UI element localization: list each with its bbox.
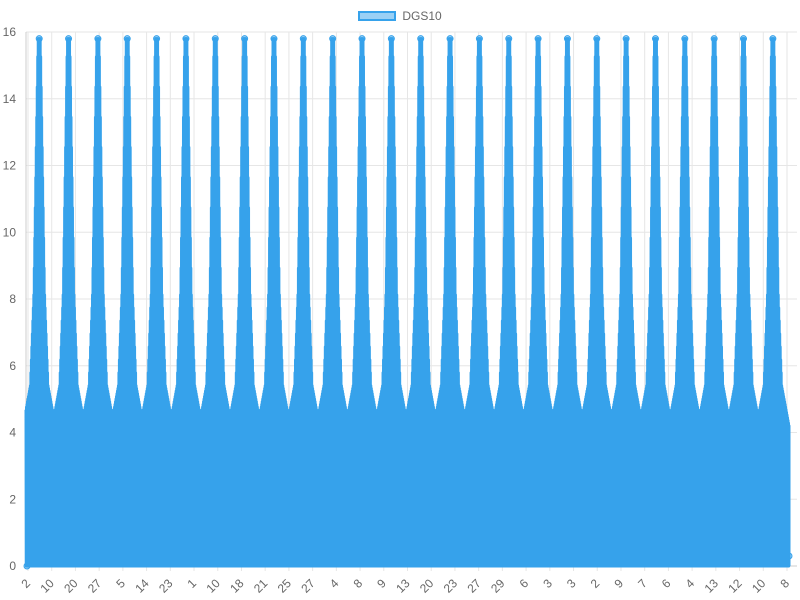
- data-point-peak-18: [563, 35, 571, 43]
- x-tick-label-3: 27: [85, 576, 105, 596]
- data-point-peak-1: [65, 35, 73, 43]
- x-tick-label-23: 3: [564, 576, 579, 591]
- legend-swatch-dgs10: [358, 11, 397, 21]
- data-point-peak-6: [211, 35, 219, 43]
- x-tick-label-2: 20: [61, 576, 81, 596]
- x-tick-label-15: 9: [374, 576, 389, 591]
- x-tick-label-18: 23: [441, 576, 461, 596]
- data-point-peak-12: [387, 35, 395, 43]
- data-point-peak-21: [651, 35, 659, 43]
- y-tick-label-12: 12: [3, 159, 17, 173]
- x-tick-label-12: 27: [298, 576, 318, 596]
- data-point-peak-15: [475, 35, 483, 43]
- x-tick-label-0: 2: [18, 576, 33, 591]
- x-tick-label-31: 10: [749, 576, 769, 596]
- data-point-peak-10: [329, 35, 337, 43]
- y-tick-label-10: 10: [3, 225, 17, 239]
- y-tick-label-2: 2: [9, 492, 16, 506]
- data-point-peak-0: [35, 35, 43, 43]
- x-tick-label-8: 10: [204, 576, 224, 596]
- x-tick-label-30: 12: [725, 576, 745, 596]
- data-point-peak-14: [446, 35, 454, 43]
- data-point-peak-4: [153, 35, 161, 43]
- x-tick-label-11: 25: [275, 576, 295, 596]
- x-tick-label-21: 6: [517, 576, 532, 591]
- data-point-peak-22: [681, 35, 689, 43]
- data-point-peak-11: [358, 35, 366, 43]
- y-tick-label-0: 0: [9, 559, 16, 573]
- x-tick-label-22: 3: [540, 576, 555, 591]
- data-point-start: [23, 562, 31, 570]
- data-point-peak-9: [299, 35, 307, 43]
- x-tick-label-29: 13: [702, 576, 722, 596]
- x-tick-label-4: 5: [113, 576, 128, 591]
- x-tick-label-6: 23: [156, 576, 176, 596]
- x-tick-label-24: 2: [588, 576, 603, 591]
- data-point-peak-5: [182, 35, 190, 43]
- data-point-peak-20: [622, 35, 630, 43]
- data-point-peak-19: [593, 35, 601, 43]
- x-tick-label-13: 4: [327, 576, 342, 591]
- x-tick-label-28: 4: [683, 576, 698, 591]
- data-point-peak-8: [270, 35, 278, 43]
- y-tick-label-16: 16: [3, 25, 17, 39]
- y-tick-label-8: 8: [9, 292, 16, 306]
- legend[interactable]: DGS10: [0, 6, 800, 26]
- data-point-end: [785, 552, 793, 560]
- x-tick-label-25: 9: [611, 576, 626, 591]
- x-tick-label-26: 7: [635, 576, 650, 591]
- data-point-peak-7: [241, 35, 249, 43]
- x-tick-label-20: 29: [488, 576, 508, 596]
- x-tick-label-32: 8: [777, 576, 792, 591]
- data-point-peak-3: [123, 35, 131, 43]
- x-tick-label-14: 8: [351, 576, 366, 591]
- data-point-peak-13: [417, 35, 425, 43]
- data-point-peak-25: [769, 35, 777, 43]
- data-point-peak-16: [505, 35, 513, 43]
- y-tick-label-6: 6: [9, 359, 16, 373]
- x-tick-label-16: 13: [393, 576, 413, 596]
- x-tick-label-7: 1: [185, 576, 200, 591]
- series-line-dgs10: [24, 37, 791, 568]
- data-point-peak-2: [94, 35, 102, 43]
- data-point-peak-17: [534, 35, 542, 43]
- x-tick-label-10: 21: [251, 576, 271, 596]
- x-tick-label-5: 14: [132, 576, 152, 596]
- x-tick-label-1: 10: [37, 576, 57, 596]
- data-point-peak-23: [710, 35, 718, 43]
- x-tick-label-27: 6: [659, 576, 674, 591]
- legend-label-dgs10: DGS10: [402, 9, 442, 23]
- y-tick-label-4: 4: [9, 426, 16, 440]
- x-tick-label-9: 18: [227, 576, 247, 596]
- x-tick-label-19: 27: [464, 576, 484, 596]
- y-tick-label-14: 14: [3, 92, 17, 106]
- data-point-peak-24: [740, 35, 748, 43]
- x-tick-label-17: 20: [417, 576, 437, 596]
